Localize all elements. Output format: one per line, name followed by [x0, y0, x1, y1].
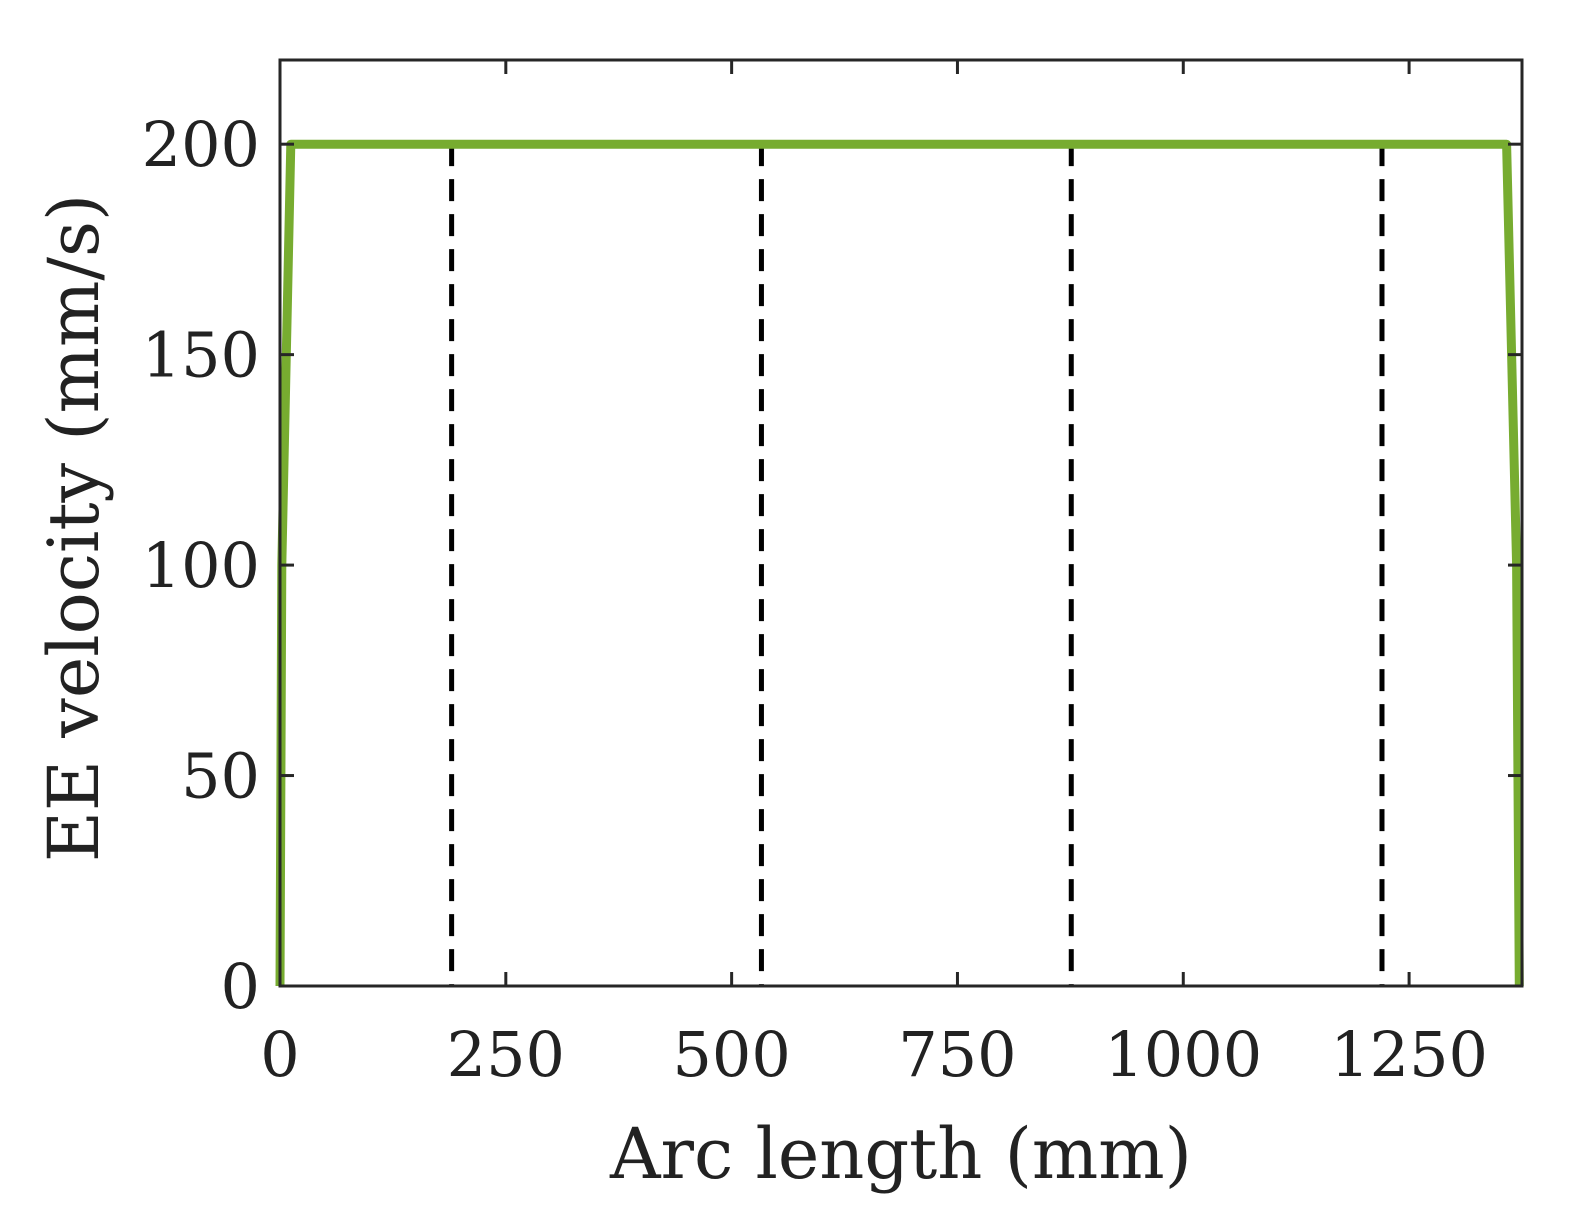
y-tick-label: 200 — [142, 108, 260, 181]
x-tick-label: 1000 — [1104, 1018, 1262, 1091]
axes: 0 250 500 750 1000 1250 0 50 100 150 200 — [142, 58, 1524, 1091]
y-tick-label: 50 — [181, 740, 260, 813]
x-tick-label: 0 — [260, 1018, 299, 1091]
y-tick-label: 0 — [221, 950, 260, 1023]
y-axis-label: EE velocity (mm/s) — [33, 194, 115, 862]
y-tick-label: 100 — [142, 529, 260, 602]
x-tick-label: 750 — [898, 1018, 1016, 1091]
x-tick-label: 1250 — [1330, 1018, 1488, 1091]
axes-box — [278, 58, 1524, 988]
x-tick-label: 500 — [672, 1018, 790, 1091]
y-tick-label: 150 — [142, 319, 260, 392]
x-axis-label: Arc length (mm) — [609, 1113, 1192, 1195]
x-tick-label: 250 — [447, 1018, 565, 1091]
